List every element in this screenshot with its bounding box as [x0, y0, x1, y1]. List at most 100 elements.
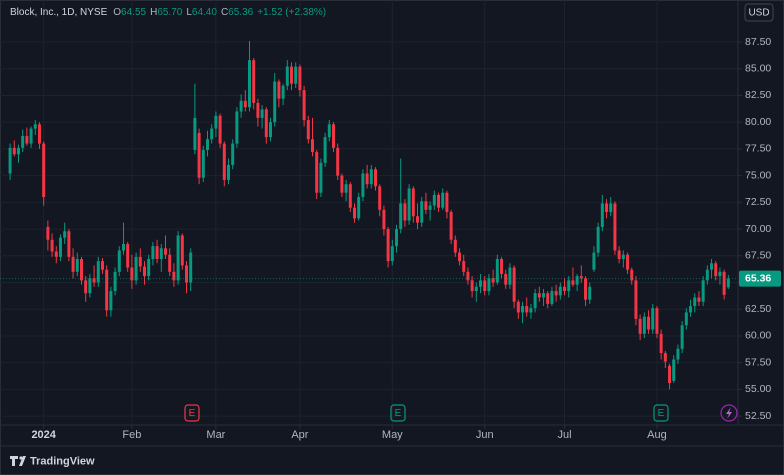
candle-body [390, 246, 394, 262]
candle-body [441, 192, 445, 208]
candle-body [50, 239, 54, 252]
y-tick-label: 52.50 [745, 410, 771, 422]
candle-body [512, 267, 516, 302]
candle-body [172, 271, 176, 281]
candle-body [453, 239, 457, 253]
earnings-event[interactable]: E [184, 404, 200, 422]
candle-body [344, 184, 348, 193]
candle-body [130, 267, 134, 281]
candle-body [311, 139, 315, 153]
candle-body [248, 60, 252, 108]
candle-body [151, 246, 155, 259]
candle-body [563, 286, 567, 292]
candle-body [600, 203, 604, 227]
y-tick-label: 55.00 [745, 383, 771, 395]
candle-body [54, 251, 58, 257]
candle-body [134, 256, 138, 281]
candle-body [298, 66, 302, 91]
ohlc-key: H [150, 7, 157, 18]
candle-body [722, 271, 726, 295]
candle-body [33, 124, 37, 129]
currency-button[interactable] [744, 3, 774, 22]
candle-body [546, 293, 550, 304]
currency[interactable]: USD [748, 8, 769, 19]
candle-body [466, 271, 470, 281]
lightning-icon [726, 407, 732, 419]
x-tick-label: Apr [291, 429, 308, 441]
y-tick-label: 70.00 [745, 223, 771, 235]
candle-body [100, 261, 104, 270]
candle-body [21, 136, 25, 148]
ohlc-value: 65.36 [228, 7, 253, 18]
candle-body [609, 203, 613, 212]
candle-body [592, 252, 596, 270]
candle-body [306, 120, 310, 140]
candle-body [353, 207, 357, 219]
y-tick-label: 82.50 [745, 89, 771, 101]
candle-body [676, 348, 680, 360]
candle-body [71, 256, 75, 272]
candle-body [336, 147, 340, 176]
candle-body [705, 269, 709, 281]
candle-body [462, 261, 466, 272]
candle-body [332, 124, 336, 148]
logo-dot [19, 456, 23, 460]
brand: TradingView [30, 455, 95, 467]
candle-body [407, 188, 411, 221]
axes: 52.5055.0057.5060.0062.5065.0067.5070.00… [31, 36, 781, 441]
candle-body [411, 188, 415, 217]
candle-body [693, 297, 697, 307]
candle-body [487, 278, 491, 292]
candle-body [197, 132, 201, 178]
candle-body [500, 258, 504, 274]
candle-body [449, 211, 453, 240]
candle-body [571, 280, 575, 285]
candle-body [88, 278, 92, 294]
candle-body [710, 263, 714, 270]
dividend-event[interactable] [720, 404, 738, 422]
brand-logo: TradingView [10, 455, 95, 467]
candle-body [16, 147, 20, 155]
candle-body [285, 66, 289, 86]
candle-body [189, 252, 193, 283]
candle-body [508, 267, 512, 285]
x-tick-label: Aug [647, 429, 667, 441]
candle-body [67, 231, 71, 257]
earnings-event[interactable]: E [653, 404, 669, 422]
candle-body [474, 286, 478, 292]
candle-body [672, 359, 676, 381]
candle-body [575, 276, 579, 285]
candle-body [340, 175, 344, 193]
candle-body [424, 201, 428, 210]
candle-body [630, 269, 634, 281]
candle-body [374, 169, 378, 187]
candle-body [680, 325, 684, 349]
candle-body [647, 316, 651, 330]
candle-body [533, 293, 537, 309]
earnings-event[interactable]: E [390, 404, 406, 422]
candle-body [621, 254, 625, 259]
candle-body [668, 365, 672, 383]
candle-body [525, 306, 529, 313]
candle-body [651, 308, 655, 330]
y-tick-label: 77.50 [745, 143, 771, 155]
ohlc-value: 64.55 [121, 7, 146, 18]
candle-body [184, 265, 188, 283]
candle-body [159, 248, 163, 259]
candle-body [554, 291, 558, 296]
y-tick-label: 80.00 [745, 116, 771, 128]
candle-body [428, 205, 432, 210]
candle-body [714, 263, 718, 277]
candle-body [218, 115, 222, 144]
x-tick-label: 2024 [31, 429, 56, 441]
candle-body [121, 244, 125, 251]
candle-body [138, 256, 142, 267]
event-label: E [189, 408, 196, 419]
candle-body [29, 128, 33, 144]
candle-body [281, 85, 285, 99]
candle-body [638, 318, 642, 334]
change: +1.52 (+2.38%) [257, 7, 326, 18]
ohlc-key: O [113, 7, 121, 18]
candle-body [319, 162, 323, 193]
